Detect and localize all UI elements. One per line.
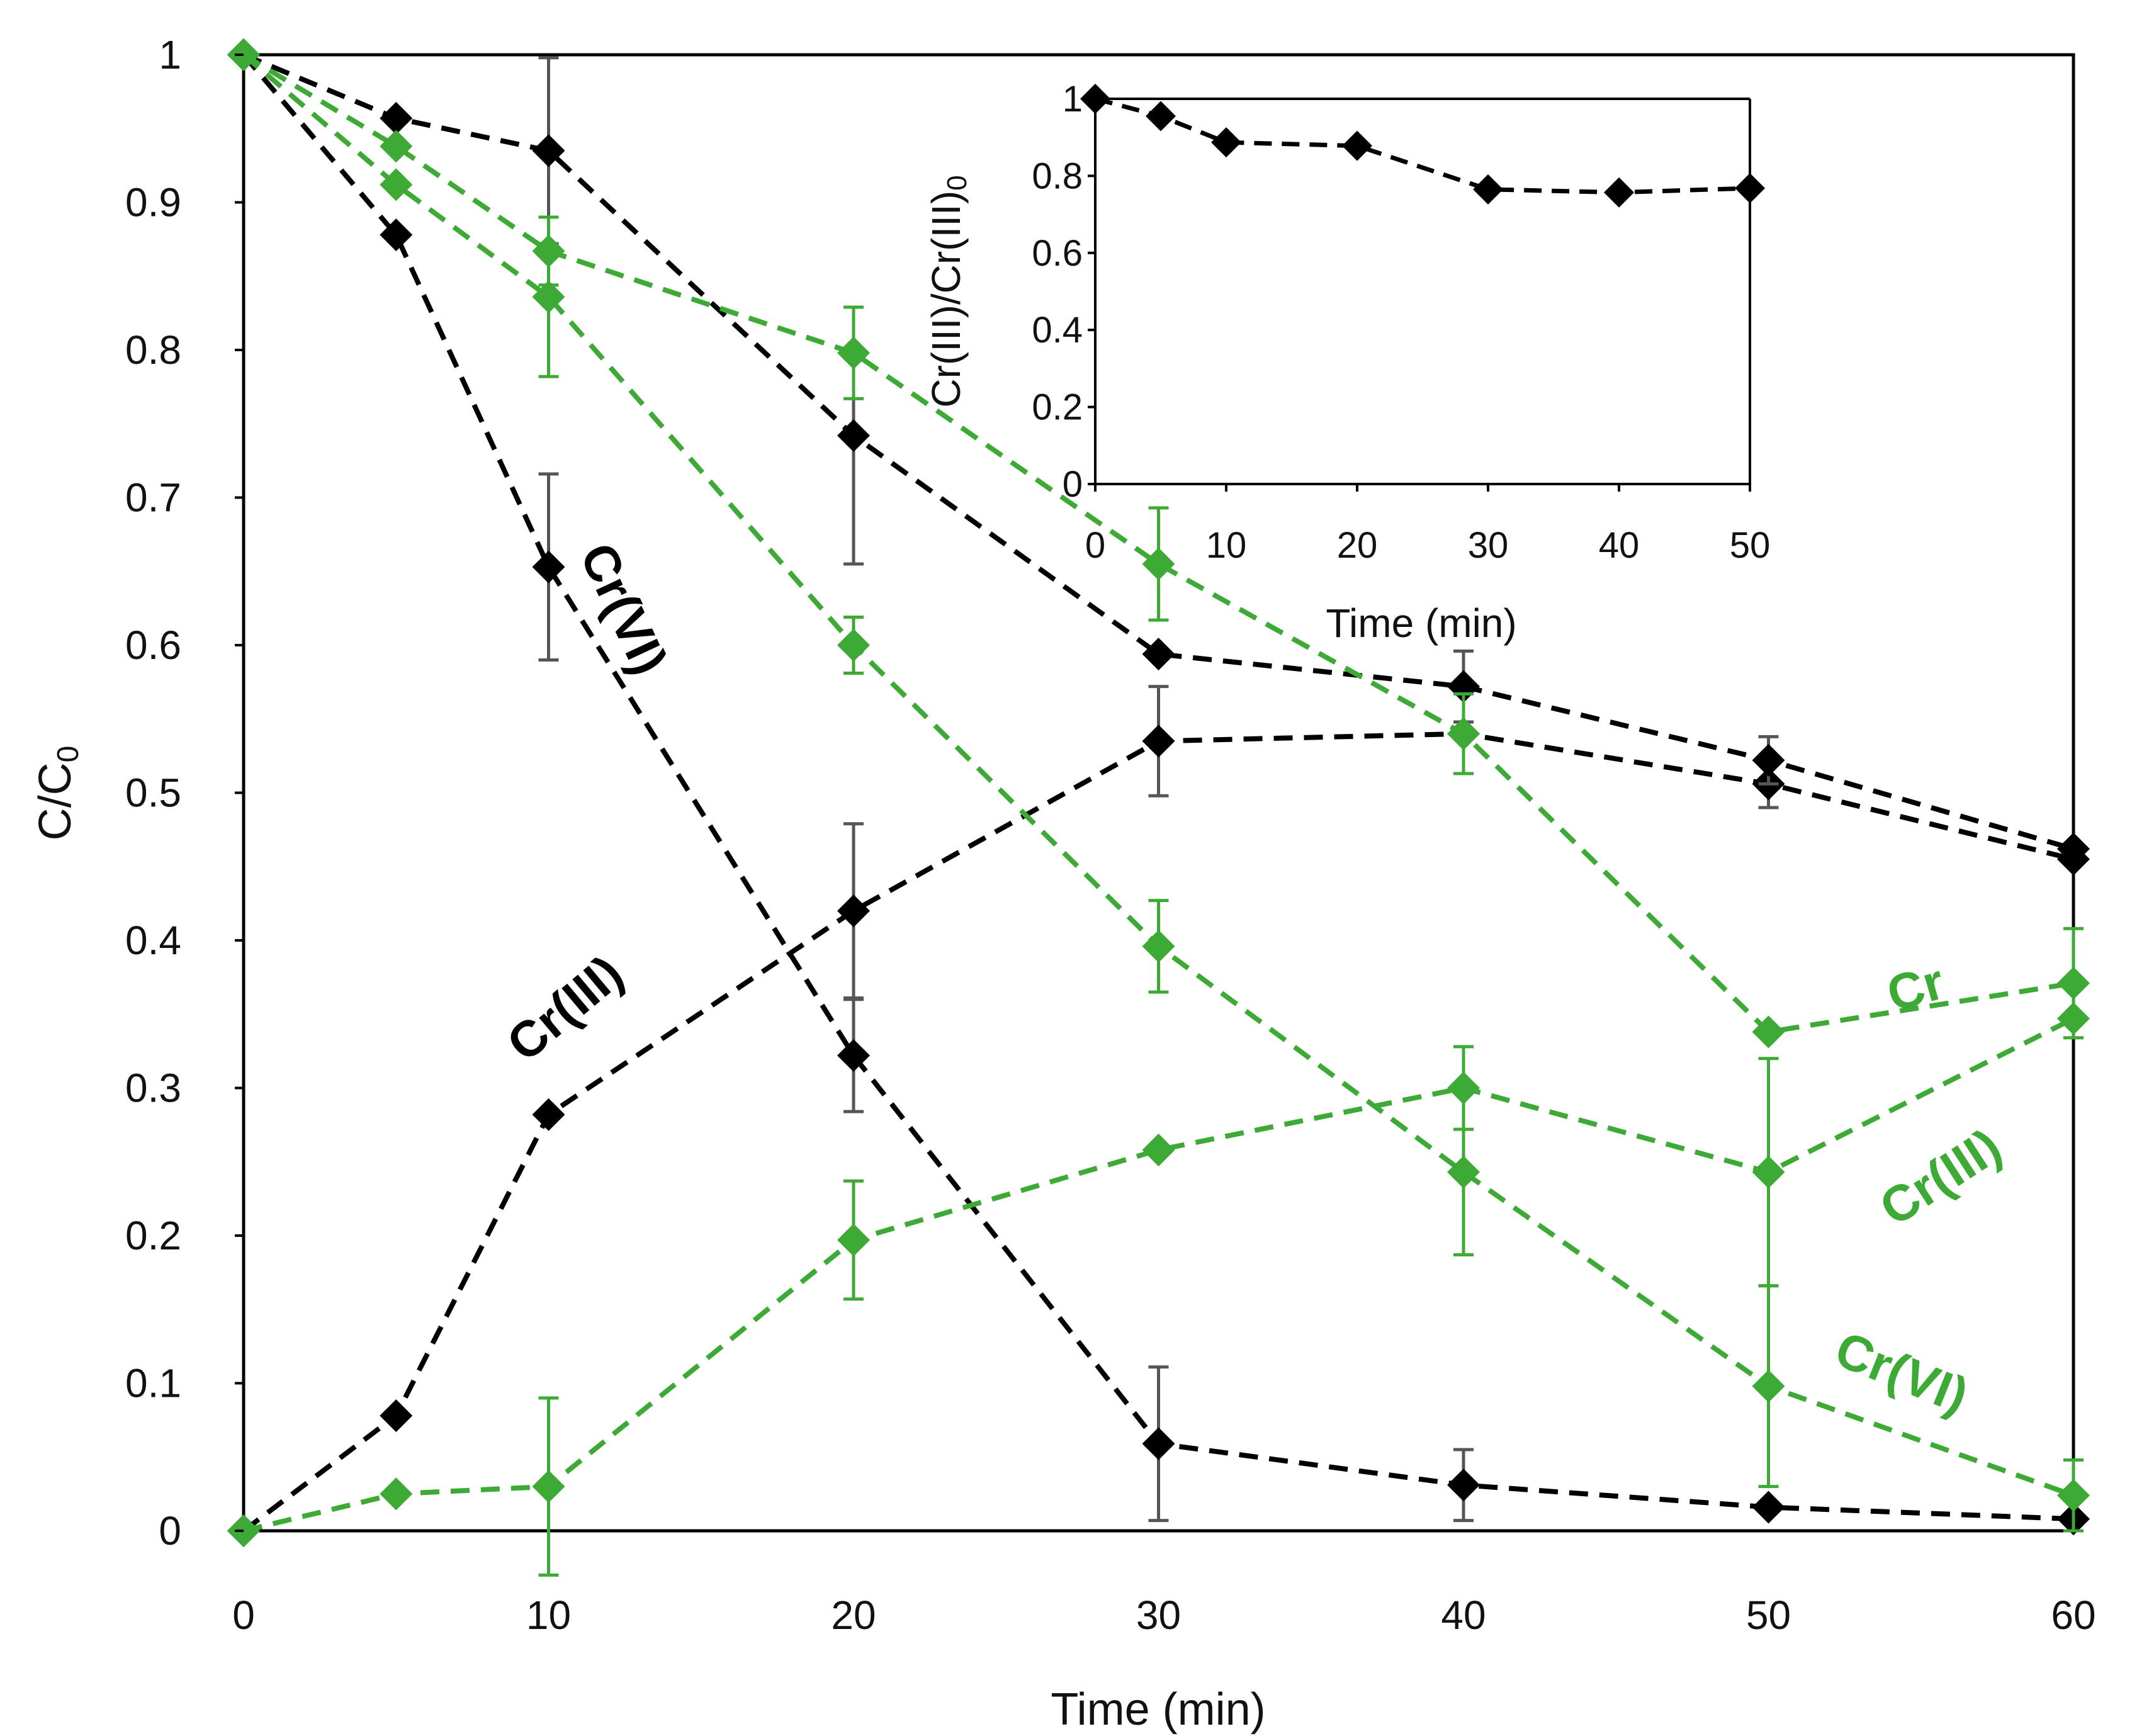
inset-x-axis-title: Time (min) [1326,600,1516,646]
data-point [380,1399,413,1433]
data-point [380,218,413,252]
main-x-tick-label: 30 [1136,1592,1181,1638]
data-point [1447,717,1480,750]
data-point [1447,1071,1480,1105]
main-y-tick-label: 0.2 [125,1213,181,1258]
inset-x-tick-label: 20 [1337,525,1378,566]
data-point [2057,967,2090,1000]
data-point [1142,930,1175,963]
main-y-tick-label: 0.7 [125,475,181,521]
inset-y-axis-title-subscript: 0 [942,175,973,190]
main-x-axis-title: Time (min) [1051,1684,1265,1735]
data-point [532,134,565,167]
data-point [837,336,870,369]
data-point [1447,1156,1480,1189]
main-y-tick-label: 1 [159,32,181,77]
main-y-tick-label: 0.1 [125,1361,181,1406]
main-x-tick-label: 20 [831,1592,876,1638]
data-point [1752,1015,1785,1049]
main-y-tick-labels: 0 0.1 0.2 0.3 0.4 0.5 0.6 0.7 0.8 0.9 1 [125,32,244,1553]
data-point [532,550,565,583]
inset-data-point [1342,130,1372,161]
series-line [242,731,2074,1533]
data-point [1142,1427,1175,1460]
data-point [837,629,870,662]
main-y-tick-label: 0.5 [125,770,181,816]
main-x-tick-labels: 0 10 20 30 40 50 60 [232,1592,2095,1638]
main-y-axis-title-subscript: 0 [52,746,85,763]
inset-y-tick-label: 0.2 [1032,387,1083,428]
data-point [532,1470,565,1503]
main-y-tick-label: 0.8 [125,327,181,373]
series-cr-green [227,38,2090,1049]
data-point [1752,743,1785,777]
data-point [1142,724,1175,758]
series-cr-iii-green [227,1002,2090,1577]
inset-y-tick-label: 1 [1063,79,1083,120]
main-x-tick-label: 60 [2051,1592,2095,1638]
inset-series-layer [1080,84,1765,208]
data-point [380,130,413,163]
main-series-layer [227,38,2090,1577]
data-point [380,101,413,135]
inset-x-tick-label: 50 [1730,525,1771,566]
inset-series-cr-iii-cr-iii-0 [1080,84,1765,208]
data-point [1752,1156,1785,1189]
data-point [2057,832,2090,865]
data-point [1142,548,1175,581]
inset-data-point [1604,177,1634,208]
main-y-axis-title-main: C/C [30,762,81,840]
series-line [242,52,2075,1498]
data-point [1752,1491,1785,1524]
data-point [2057,1479,2090,1512]
main-y-tick-label: 0.4 [125,918,181,963]
series-line [243,1016,2075,1533]
inset-x-tick-label: 10 [1206,525,1247,566]
main-x-tick-label: 0 [232,1592,255,1638]
series-cr-vi-green [227,38,2090,1533]
inset-background [1095,99,1750,484]
inset-x-tick-labels: 0 10 20 30 40 50 [1085,484,1770,566]
main-y-tick-label: 0 [159,1508,181,1553]
series-line [241,53,2074,1522]
main-x-tick-label: 10 [526,1592,571,1638]
data-point [380,168,413,201]
inset-y-axis-title-main: Cr(III)/Cr(III) [923,191,969,408]
data-point [532,280,565,313]
inset-y-tick-label: 0.4 [1032,310,1083,351]
data-point [380,1477,413,1511]
inset-data-point [1211,127,1241,158]
data-point [837,894,870,928]
data-point [1142,638,1175,671]
series-line [242,52,2074,1035]
inset-data-point [1473,174,1503,205]
data-point [532,1098,565,1131]
data-point [837,1224,870,1257]
main-x-tick-label: 40 [1441,1592,1486,1638]
data-point [1142,1133,1175,1166]
inset-chart: 0 0.2 0.4 0.6 0.8 1 0 10 20 30 40 50 Time (min) Cr… [923,79,1770,646]
inset-data-point [1146,101,1176,132]
data-point [837,1039,870,1072]
inset-x-tick-label: 30 [1468,525,1509,566]
inset-x-tick-label: 0 [1085,525,1105,566]
inset-y-tick-labels: 0 0.2 0.4 0.6 0.8 1 [1032,79,1095,505]
main-y-tick-label: 0.6 [125,623,181,668]
data-point [532,234,565,268]
inset-y-tick-label: 0 [1063,464,1083,505]
main-y-tick-label: 0.3 [125,1066,181,1111]
main-y-axis-title: C/C0 [30,746,85,841]
series-line [242,52,2075,852]
main-y-tick-label: 0.9 [125,180,181,225]
main-x-tick-label: 50 [1746,1592,1791,1638]
inset-y-axis-title: Cr(III)/Cr(III)0 [923,175,973,407]
inset-y-tick-label: 0.8 [1032,155,1083,196]
data-point [1752,1370,1785,1403]
inset-x-tick-label: 40 [1599,525,1640,566]
inset-y-tick-label: 0.6 [1032,233,1083,274]
data-point [1447,1468,1480,1502]
data-point [837,419,870,453]
